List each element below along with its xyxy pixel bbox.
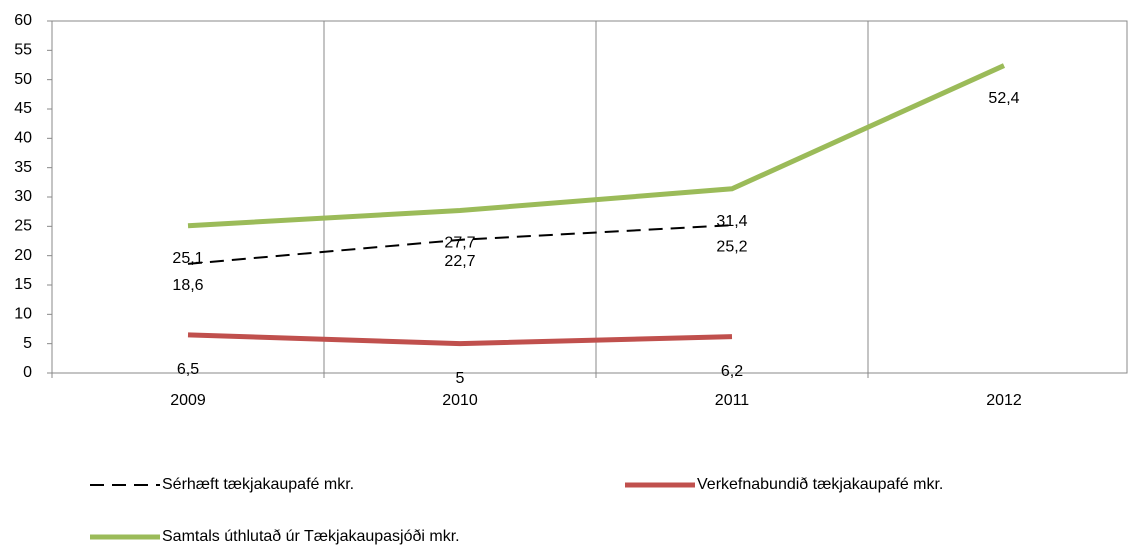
x-tick-label: 2011: [715, 392, 750, 409]
y-tick-label: 10: [14, 306, 32, 323]
series-line: [187, 224, 733, 265]
y-tick-label: 5: [23, 335, 32, 352]
y-tick-label: 0: [23, 364, 32, 381]
series-line: [187, 332, 733, 347]
legend-label: Sérhæft tækjakaupafé mkr.: [162, 476, 354, 493]
y-tick-label: 45: [14, 100, 32, 117]
data-label: 6,2: [721, 363, 743, 380]
y-tick-label: 50: [14, 71, 32, 88]
data-label: 18,6: [172, 277, 203, 294]
y-tick-label: 30: [14, 188, 32, 205]
y-tick-label: 55: [14, 42, 32, 59]
y-tick-label: 60: [14, 12, 32, 29]
x-tick-label: 2010: [442, 392, 478, 409]
y-tick-label: 35: [14, 159, 32, 176]
legend-label: Verkefnabundið tækjakaupafé mkr.: [697, 476, 943, 493]
y-tick-label: 20: [14, 247, 32, 264]
data-label: 5: [456, 370, 465, 387]
plot-border: [51, 20, 1128, 374]
legend-label: Samtals úthlutað úr Tækjakaupasjóði mkr.: [162, 528, 460, 545]
data-label: 25,1: [172, 250, 203, 267]
y-tick-label: 25: [14, 218, 32, 235]
y-tick-label: 40: [14, 130, 32, 147]
data-label: 52,4: [988, 90, 1019, 107]
data-label: 6,5: [177, 361, 199, 378]
y-tick-label: 15: [14, 276, 32, 293]
data-label: 31,4: [716, 213, 747, 230]
x-tick-label: 2012: [986, 392, 1022, 409]
series-line: [187, 63, 1006, 229]
x-tick-label: 2009: [170, 392, 206, 409]
data-label: 25,2: [716, 238, 747, 255]
data-label: 22,7: [444, 253, 475, 270]
data-label: 27,7: [444, 235, 475, 252]
